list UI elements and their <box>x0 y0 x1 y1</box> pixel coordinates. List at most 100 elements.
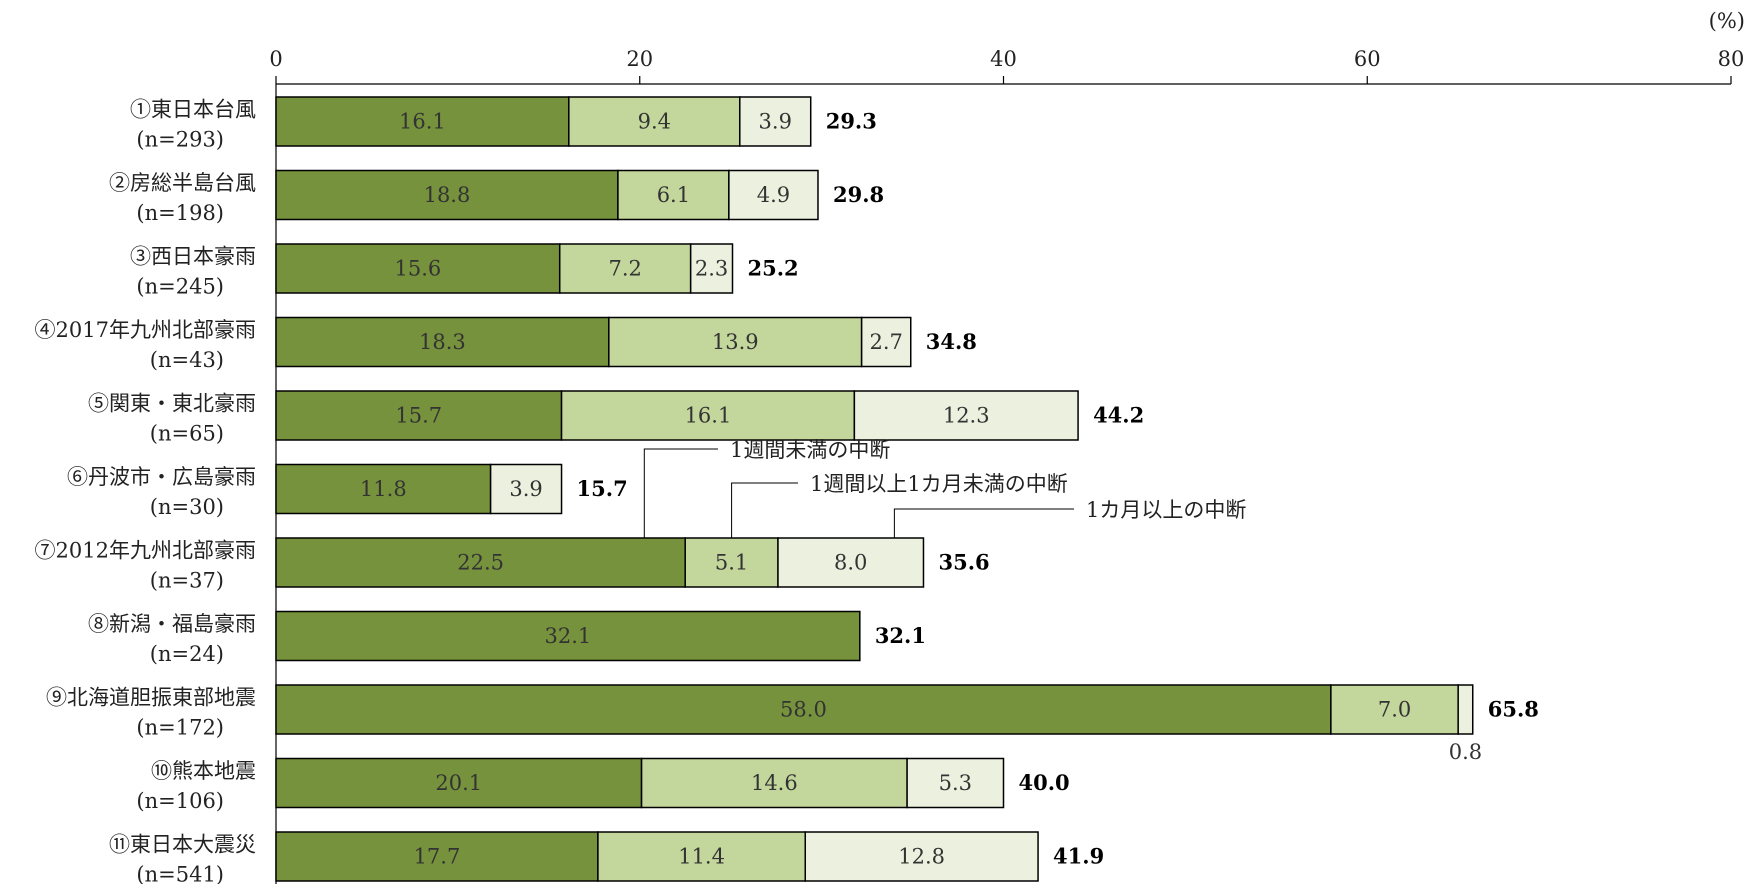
total-value-label: 40.0 <box>1019 770 1070 795</box>
x-tick-label: 40 <box>990 47 1017 71</box>
segment-value-label: 15.6 <box>394 257 441 281</box>
segment-value-label: 20.1 <box>435 771 482 795</box>
bar-segment <box>608 316 863 368</box>
category-n-label: (n=37) <box>150 569 224 593</box>
segment-value-label: 14.6 <box>751 771 798 795</box>
segment-value-label: 2.7 <box>869 330 902 354</box>
bar-segment <box>568 96 741 147</box>
total-value-label: 35.6 <box>938 550 989 575</box>
total-value-label: 32.1 <box>875 623 926 648</box>
bar-segment <box>853 390 1079 441</box>
segment-value-label: 3.9 <box>759 110 792 134</box>
category-label: ⑤関東・東北豪雨 <box>88 392 256 416</box>
segment-value-label: 0.8 <box>1449 740 1482 764</box>
bar-segment <box>617 169 730 221</box>
category-n-label: (n=43) <box>150 348 224 372</box>
bar-segment <box>739 96 812 147</box>
category-n-label: (n=65) <box>150 422 224 446</box>
category-n-label: (n=24) <box>150 642 224 666</box>
bar-segment <box>560 390 856 441</box>
category-n-label: (n=293) <box>136 128 224 152</box>
unit-label: (%) <box>1709 9 1745 33</box>
segment-value-label: 5.1 <box>715 551 748 575</box>
category-label: ⑧新潟・福島豪雨 <box>88 612 256 636</box>
segment-value-label: 2.3 <box>695 257 728 281</box>
bar-segment <box>804 831 1039 882</box>
total-value-label: 44.2 <box>1093 403 1144 428</box>
bar-segment <box>1457 684 1474 735</box>
bar-segment <box>597 831 807 882</box>
x-tick-label: 80 <box>1718 47 1745 71</box>
bar-segment <box>860 316 912 368</box>
segment-value-label: 3.9 <box>509 477 542 501</box>
bar-segment <box>275 169 619 221</box>
category-label: ⑥丹波市・広島豪雨 <box>67 465 256 489</box>
total-value-label: 29.3 <box>826 109 877 134</box>
x-tick-label: 60 <box>1354 47 1381 71</box>
total-value-label: 25.2 <box>748 256 799 281</box>
x-tick-label: 20 <box>626 47 653 71</box>
category-label: ⑩熊本地震 <box>151 759 256 783</box>
segment-value-label: 32.1 <box>545 624 592 648</box>
bar-segment <box>275 610 861 662</box>
category-label: ③西日本豪雨 <box>130 245 256 269</box>
legend-callout-label: 1週間以上1カ月未満の中断 <box>810 472 1068 496</box>
bar-segment <box>906 757 1005 809</box>
bar-segment <box>275 684 1332 735</box>
total-value-label: 65.8 <box>1488 697 1539 722</box>
legend-callout-label: 1週間未満の中断 <box>730 438 890 462</box>
total-value-label: 41.9 <box>1053 844 1104 869</box>
bar-segment <box>275 463 492 515</box>
total-value-label: 29.8 <box>833 182 884 207</box>
total-value-label: 34.8 <box>926 329 977 354</box>
segment-value-label: 22.5 <box>457 551 504 575</box>
segment-value-label: 8.0 <box>834 551 867 575</box>
bar-segment <box>1330 684 1459 735</box>
segment-value-label: 13.9 <box>712 330 759 354</box>
legend-callout-line <box>731 482 798 538</box>
segment-value-label: 18.3 <box>419 330 466 354</box>
legend-callout-line <box>643 448 718 538</box>
bar-segment <box>640 757 908 809</box>
segment-value-label: 7.0 <box>1378 698 1411 722</box>
category-label: ①東日本台風 <box>130 98 256 122</box>
bar-segment <box>728 169 819 221</box>
segment-value-label: 15.7 <box>395 404 442 428</box>
category-n-label: (n=106) <box>136 789 224 813</box>
category-n-label: (n=30) <box>150 495 224 519</box>
category-label: ⑪東日本大震災 <box>109 833 256 857</box>
category-label: ②房総半島台風 <box>109 171 256 195</box>
legend-callout-label: 1カ月以上の中断 <box>1086 498 1246 522</box>
segment-value-label: 11.8 <box>360 477 407 501</box>
bar-segment <box>275 96 570 147</box>
segment-value-label: 58.0 <box>780 698 827 722</box>
segment-value-label: 16.1 <box>685 404 732 428</box>
segment-value-label: 12.8 <box>898 845 945 869</box>
legend-callout-line <box>893 508 1074 538</box>
segment-value-label: 5.3 <box>939 771 972 795</box>
segment-value-label: 16.1 <box>399 110 446 134</box>
segment-value-label: 18.8 <box>424 183 471 207</box>
category-n-label: (n=541) <box>136 863 224 885</box>
total-value-label: 15.7 <box>577 476 628 501</box>
segment-value-label: 4.9 <box>757 183 790 207</box>
segment-value-label: 9.4 <box>638 110 671 134</box>
bar-segment <box>777 537 925 588</box>
segment-value-label: 17.7 <box>414 845 461 869</box>
bar-segment <box>275 757 643 809</box>
category-n-label: (n=172) <box>136 716 224 740</box>
category-n-label: (n=245) <box>136 275 224 299</box>
bar-segment <box>689 243 734 294</box>
category-n-label: (n=198) <box>136 201 224 225</box>
segment-value-label: 12.3 <box>943 404 990 428</box>
category-label: ④2017年九州北部豪雨 <box>35 318 256 342</box>
bar-segment <box>489 463 563 515</box>
segment-value-label: 11.4 <box>678 845 725 869</box>
x-tick-label: 0 <box>269 47 282 71</box>
category-label: ⑦2012年九州北部豪雨 <box>35 539 256 563</box>
segment-value-label: 7.2 <box>608 257 641 281</box>
category-label: ⑨北海道胆振東部地震 <box>46 686 256 710</box>
segment-value-label: 6.1 <box>657 183 690 207</box>
